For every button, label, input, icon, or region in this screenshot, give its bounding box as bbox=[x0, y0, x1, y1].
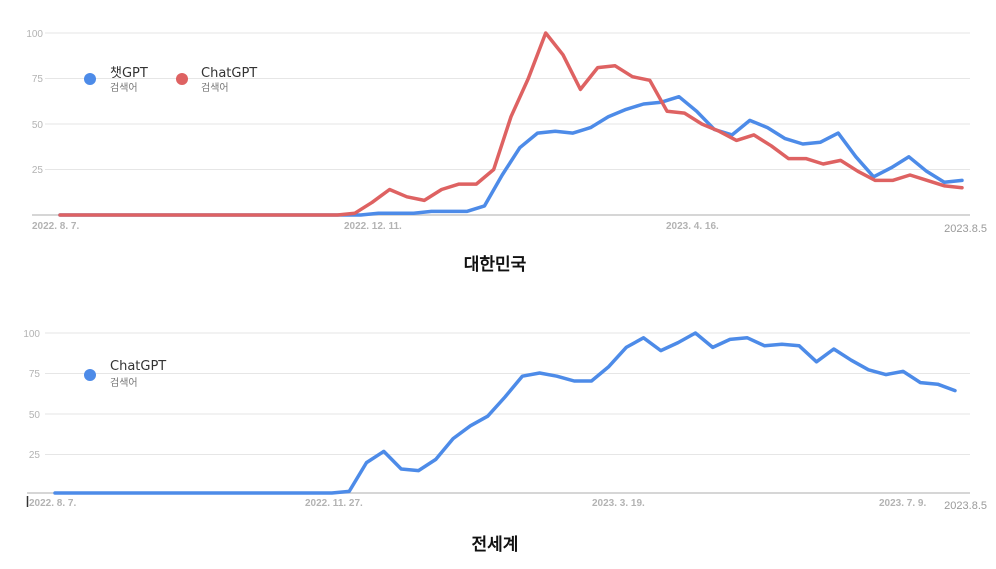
world-xtick-3: 2023. 3. 19. bbox=[592, 498, 645, 509]
korea-legend-sub-chatgpt: 검색어 bbox=[201, 82, 229, 94]
world-xtick-1: 2022. 8. 7. bbox=[29, 498, 76, 509]
korea-legend-marker-chatgpt-korean bbox=[84, 73, 96, 85]
korea-xtick-1: 2022. 8. 7. bbox=[32, 221, 79, 232]
korea-xtick-3: 2023. 4. 16. bbox=[666, 221, 719, 232]
korea-ytick-25: 25 bbox=[32, 165, 44, 176]
korea-legend-label-chatgpt: ChatGPT bbox=[201, 66, 257, 81]
world-legend-label-chatgpt: ChatGPT bbox=[110, 359, 166, 374]
korea-chart-title: 대한민국 bbox=[464, 255, 527, 275]
world-series-line-chatgpt bbox=[53, 331, 957, 495]
korea-series-line-chatgpt bbox=[58, 31, 964, 217]
world-ytick-25: 25 bbox=[29, 450, 41, 461]
korea-legend: 챗GPT 검색어 ChatGPT 검색어 bbox=[84, 66, 257, 94]
world-xtick-4: 2023. 7. 9. bbox=[879, 498, 926, 509]
korea-gridlines bbox=[32, 32, 970, 216]
world-legend-sub-chatgpt: 검색어 bbox=[110, 377, 138, 389]
world-ytick-100: 100 bbox=[23, 329, 40, 340]
world-gridlines bbox=[26, 332, 970, 507]
chart-worldwide: 100 75 50 25 2022. 8. 7. 2022. 11. 27. 2… bbox=[23, 329, 987, 555]
world-chart-title: 전세계 bbox=[472, 535, 519, 555]
world-date-stamp: 2023.8.5 bbox=[944, 500, 987, 512]
korea-ytick-50: 50 bbox=[32, 120, 44, 131]
korea-legend-label-chatgpt-korean: 챗GPT bbox=[110, 66, 148, 81]
korea-legend-marker-chatgpt bbox=[176, 73, 188, 85]
world-ytick-75: 75 bbox=[29, 369, 41, 380]
korea-xtick-2: 2022. 12. 11. bbox=[344, 221, 402, 232]
world-legend: ChatGPT 검색어 bbox=[84, 359, 166, 389]
korea-legend-sub-chatgpt-korean: 검색어 bbox=[110, 82, 138, 94]
world-ytick-50: 50 bbox=[29, 410, 41, 421]
world-xtick-2: 2022. 11. 27. bbox=[305, 498, 363, 509]
korea-ytick-75: 75 bbox=[32, 74, 44, 85]
chart-korea: 100 75 50 25 2022. 8. 7. 2022. 12. 11. 2… bbox=[26, 29, 987, 275]
korea-date-stamp: 2023.8.5 bbox=[944, 223, 987, 235]
korea-ytick-100: 100 bbox=[26, 29, 43, 40]
world-legend-marker-chatgpt bbox=[84, 369, 96, 381]
